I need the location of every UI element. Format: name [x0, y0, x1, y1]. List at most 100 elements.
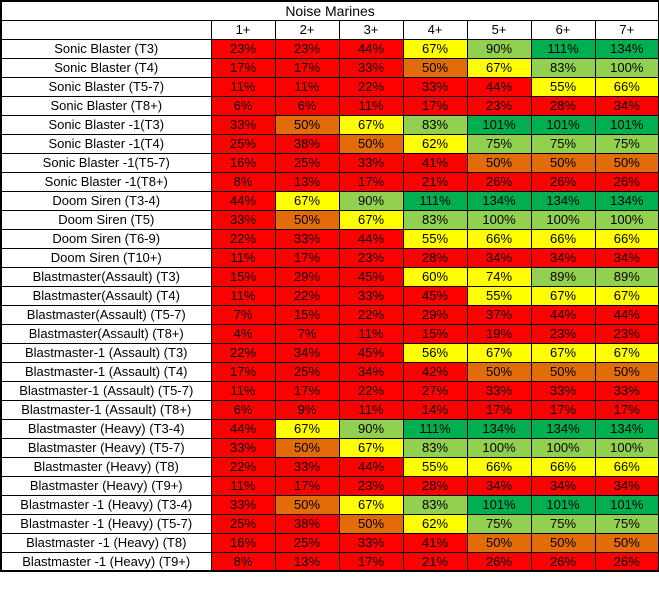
value-cell: 134%: [594, 38, 659, 59]
value-cell: 101%: [466, 494, 532, 515]
value-cell: 13%: [274, 171, 340, 192]
value-cell: 17%: [466, 399, 532, 420]
value-cell: 17%: [594, 399, 659, 420]
value-cell: 22%: [338, 304, 404, 325]
value-cell: 11%: [210, 285, 276, 306]
value-cell: 17%: [274, 57, 340, 78]
value-cell: 8%: [210, 171, 276, 192]
table-row: Doom Siren (T5) 33% 50% 67% 83% 100% 100% 100%: [0, 209, 659, 230]
value-cell: 34%: [594, 95, 659, 116]
value-cell: 44%: [466, 76, 532, 97]
value-cell: 101%: [594, 114, 659, 135]
value-cell: 29%: [274, 266, 340, 287]
value-cell: 28%: [402, 475, 468, 496]
value-cell: 134%: [530, 190, 596, 211]
value-cell: 6%: [274, 95, 340, 116]
noise-marines-heatmap: Noise Marines 1+ 2+ 3+ 4+ 5+ 6+ 7+ Sonic Blast…: [0, 0, 659, 572]
row-label: Blastmaster-1 (Assault) (T8+): [0, 399, 212, 420]
value-cell: 50%: [274, 209, 340, 230]
row-label: Blastmaster(Assault) (T3): [0, 266, 212, 287]
column-header-3plus: 3+: [338, 19, 404, 40]
value-cell: 66%: [594, 76, 659, 97]
value-cell: 23%: [274, 38, 340, 59]
value-cell: 11%: [210, 76, 276, 97]
row-label: Blastmaster (Heavy) (T8): [0, 456, 212, 477]
value-cell: 33%: [338, 285, 404, 306]
value-cell: 66%: [466, 228, 532, 249]
value-cell: 25%: [210, 513, 276, 534]
value-cell: 33%: [210, 209, 276, 230]
value-cell: 50%: [530, 532, 596, 553]
value-cell: 90%: [466, 38, 532, 59]
value-cell: 134%: [466, 190, 532, 211]
row-label: Doom Siren (T6-9): [0, 228, 212, 249]
value-cell: 33%: [274, 456, 340, 477]
column-header-row: 1+ 2+ 3+ 4+ 5+ 6+ 7+: [0, 19, 659, 40]
value-cell: 66%: [530, 228, 596, 249]
value-cell: 11%: [274, 76, 340, 97]
value-cell: 17%: [338, 551, 404, 572]
value-cell: 27%: [402, 380, 468, 401]
value-cell: 44%: [594, 304, 659, 325]
table-row: Blastmaster-1 (Assault) (T8+) 6% 9% 11% 14% 1…: [0, 399, 659, 420]
value-cell: 100%: [466, 209, 532, 230]
value-cell: 11%: [338, 95, 404, 116]
row-label: Blastmaster(Assault) (T8+): [0, 323, 212, 344]
row-label: Sonic Blaster (T4): [0, 57, 212, 78]
value-cell: 44%: [210, 190, 276, 211]
table-row: Blastmaster(Assault) (T8+) 4% 7% 11% 15% 19% 2…: [0, 323, 659, 344]
value-cell: 17%: [274, 380, 340, 401]
value-cell: 75%: [466, 513, 532, 534]
value-cell: 50%: [274, 494, 340, 515]
value-cell: 17%: [530, 399, 596, 420]
value-cell: 25%: [274, 532, 340, 553]
value-cell: 67%: [338, 209, 404, 230]
value-cell: 7%: [210, 304, 276, 325]
value-cell: 67%: [530, 342, 596, 363]
value-cell: 55%: [402, 456, 468, 477]
value-cell: 42%: [402, 361, 468, 382]
table-row: Sonic Blaster (T5-7) 11% 11% 22% 33% 44% 55% 66…: [0, 76, 659, 97]
value-cell: 55%: [402, 228, 468, 249]
value-cell: 134%: [466, 418, 532, 439]
value-cell: 11%: [338, 323, 404, 344]
value-cell: 17%: [210, 361, 276, 382]
column-header-7plus: 7+: [594, 19, 659, 40]
value-cell: 17%: [402, 95, 468, 116]
value-cell: 11%: [210, 247, 276, 268]
row-label: Blastmaster (Heavy) (T3-4): [0, 418, 212, 439]
value-cell: 50%: [338, 133, 404, 154]
value-cell: 11%: [210, 380, 276, 401]
value-cell: 15%: [274, 304, 340, 325]
value-cell: 55%: [530, 76, 596, 97]
row-label: Sonic Blaster (T3): [0, 38, 212, 59]
value-cell: 66%: [594, 228, 659, 249]
value-cell: 67%: [274, 418, 340, 439]
value-cell: 26%: [594, 171, 659, 192]
value-cell: 26%: [530, 551, 596, 572]
value-cell: 50%: [594, 361, 659, 382]
table-row: Blastmaster-1 (Assault) (T4) 17% 25% 34% 42%…: [0, 361, 659, 382]
value-cell: 22%: [338, 76, 404, 97]
value-cell: 83%: [402, 437, 468, 458]
row-label: Sonic Blaster -1(T4): [0, 133, 212, 154]
value-cell: 16%: [210, 152, 276, 173]
value-cell: 75%: [594, 133, 659, 154]
value-cell: 33%: [338, 152, 404, 173]
value-cell: 26%: [530, 171, 596, 192]
value-cell: 100%: [530, 209, 596, 230]
value-cell: 17%: [210, 57, 276, 78]
value-cell: 33%: [338, 532, 404, 553]
value-cell: 44%: [338, 38, 404, 59]
value-cell: 22%: [274, 285, 340, 306]
value-cell: 4%: [210, 323, 276, 344]
value-cell: 15%: [210, 266, 276, 287]
value-cell: 19%: [466, 323, 532, 344]
value-cell: 13%: [274, 551, 340, 572]
row-label: Sonic Blaster -1(T5-7): [0, 152, 212, 173]
value-cell: 44%: [338, 456, 404, 477]
row-label: Blastmaster -1 (Heavy) (T8): [0, 532, 212, 553]
value-cell: 134%: [530, 418, 596, 439]
value-cell: 67%: [594, 342, 659, 363]
value-cell: 90%: [338, 418, 404, 439]
